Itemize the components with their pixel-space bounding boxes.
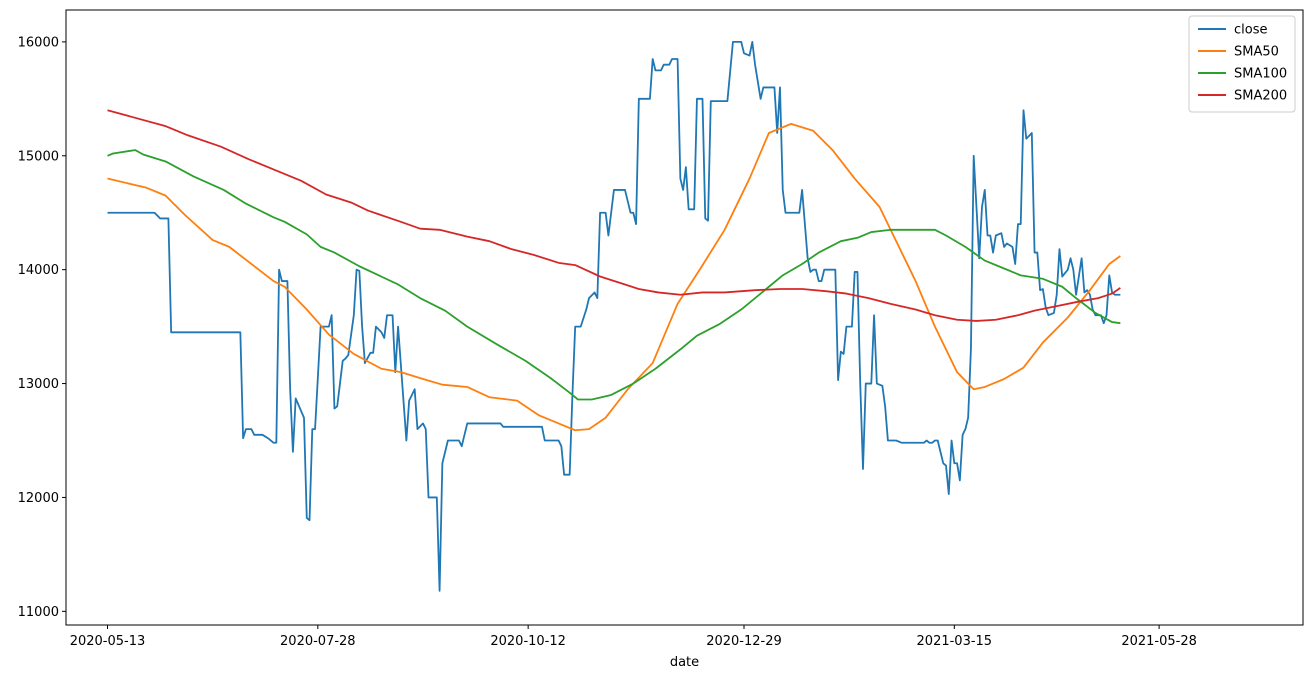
- y-tick-label: 15000: [18, 149, 59, 164]
- y-tick-label: 11000: [18, 605, 59, 620]
- x-tick-label: 2020-07-28: [280, 634, 356, 649]
- series-line-close: [107, 40, 1121, 592]
- y-tick-label: 13000: [18, 377, 59, 392]
- series-layer: [107, 40, 1121, 592]
- legend-box: [1188, 15, 1296, 113]
- y-tick-label: 12000: [18, 491, 59, 506]
- legend-label-sma50: SMA50: [1234, 45, 1279, 60]
- x-tick-label: 2020-12-29: [706, 634, 782, 649]
- legend-label-sma200: SMA200: [1234, 89, 1287, 104]
- legend-label-close: close: [1234, 23, 1267, 38]
- x-tick-label: 2021-03-15: [917, 634, 993, 649]
- y-tick-label: 16000: [18, 35, 59, 50]
- x-tick-label: 2020-10-12: [490, 634, 566, 649]
- series-line-sma100: [107, 149, 1121, 401]
- x-tick-label: 2020-05-13: [70, 634, 146, 649]
- y-axis: 11000 12000 13000 14000 15000 16000: [18, 35, 66, 620]
- x-axis-title: date: [670, 655, 699, 670]
- x-axis: 2020-05-13 2020-07-28 2020-10-12 2020-12-29…: [70, 625, 1197, 649]
- plot-frame: [65, 9, 1304, 626]
- legend-label-sma100: SMA100: [1234, 67, 1287, 82]
- legend: close SMA50 SMA100 SMA200: [1188, 15, 1296, 113]
- series-line-sma200: [107, 109, 1121, 322]
- x-tick-label: 2021-05-28: [1121, 634, 1197, 649]
- series-line-sma50: [107, 122, 1121, 432]
- y-tick-label: 14000: [18, 263, 59, 278]
